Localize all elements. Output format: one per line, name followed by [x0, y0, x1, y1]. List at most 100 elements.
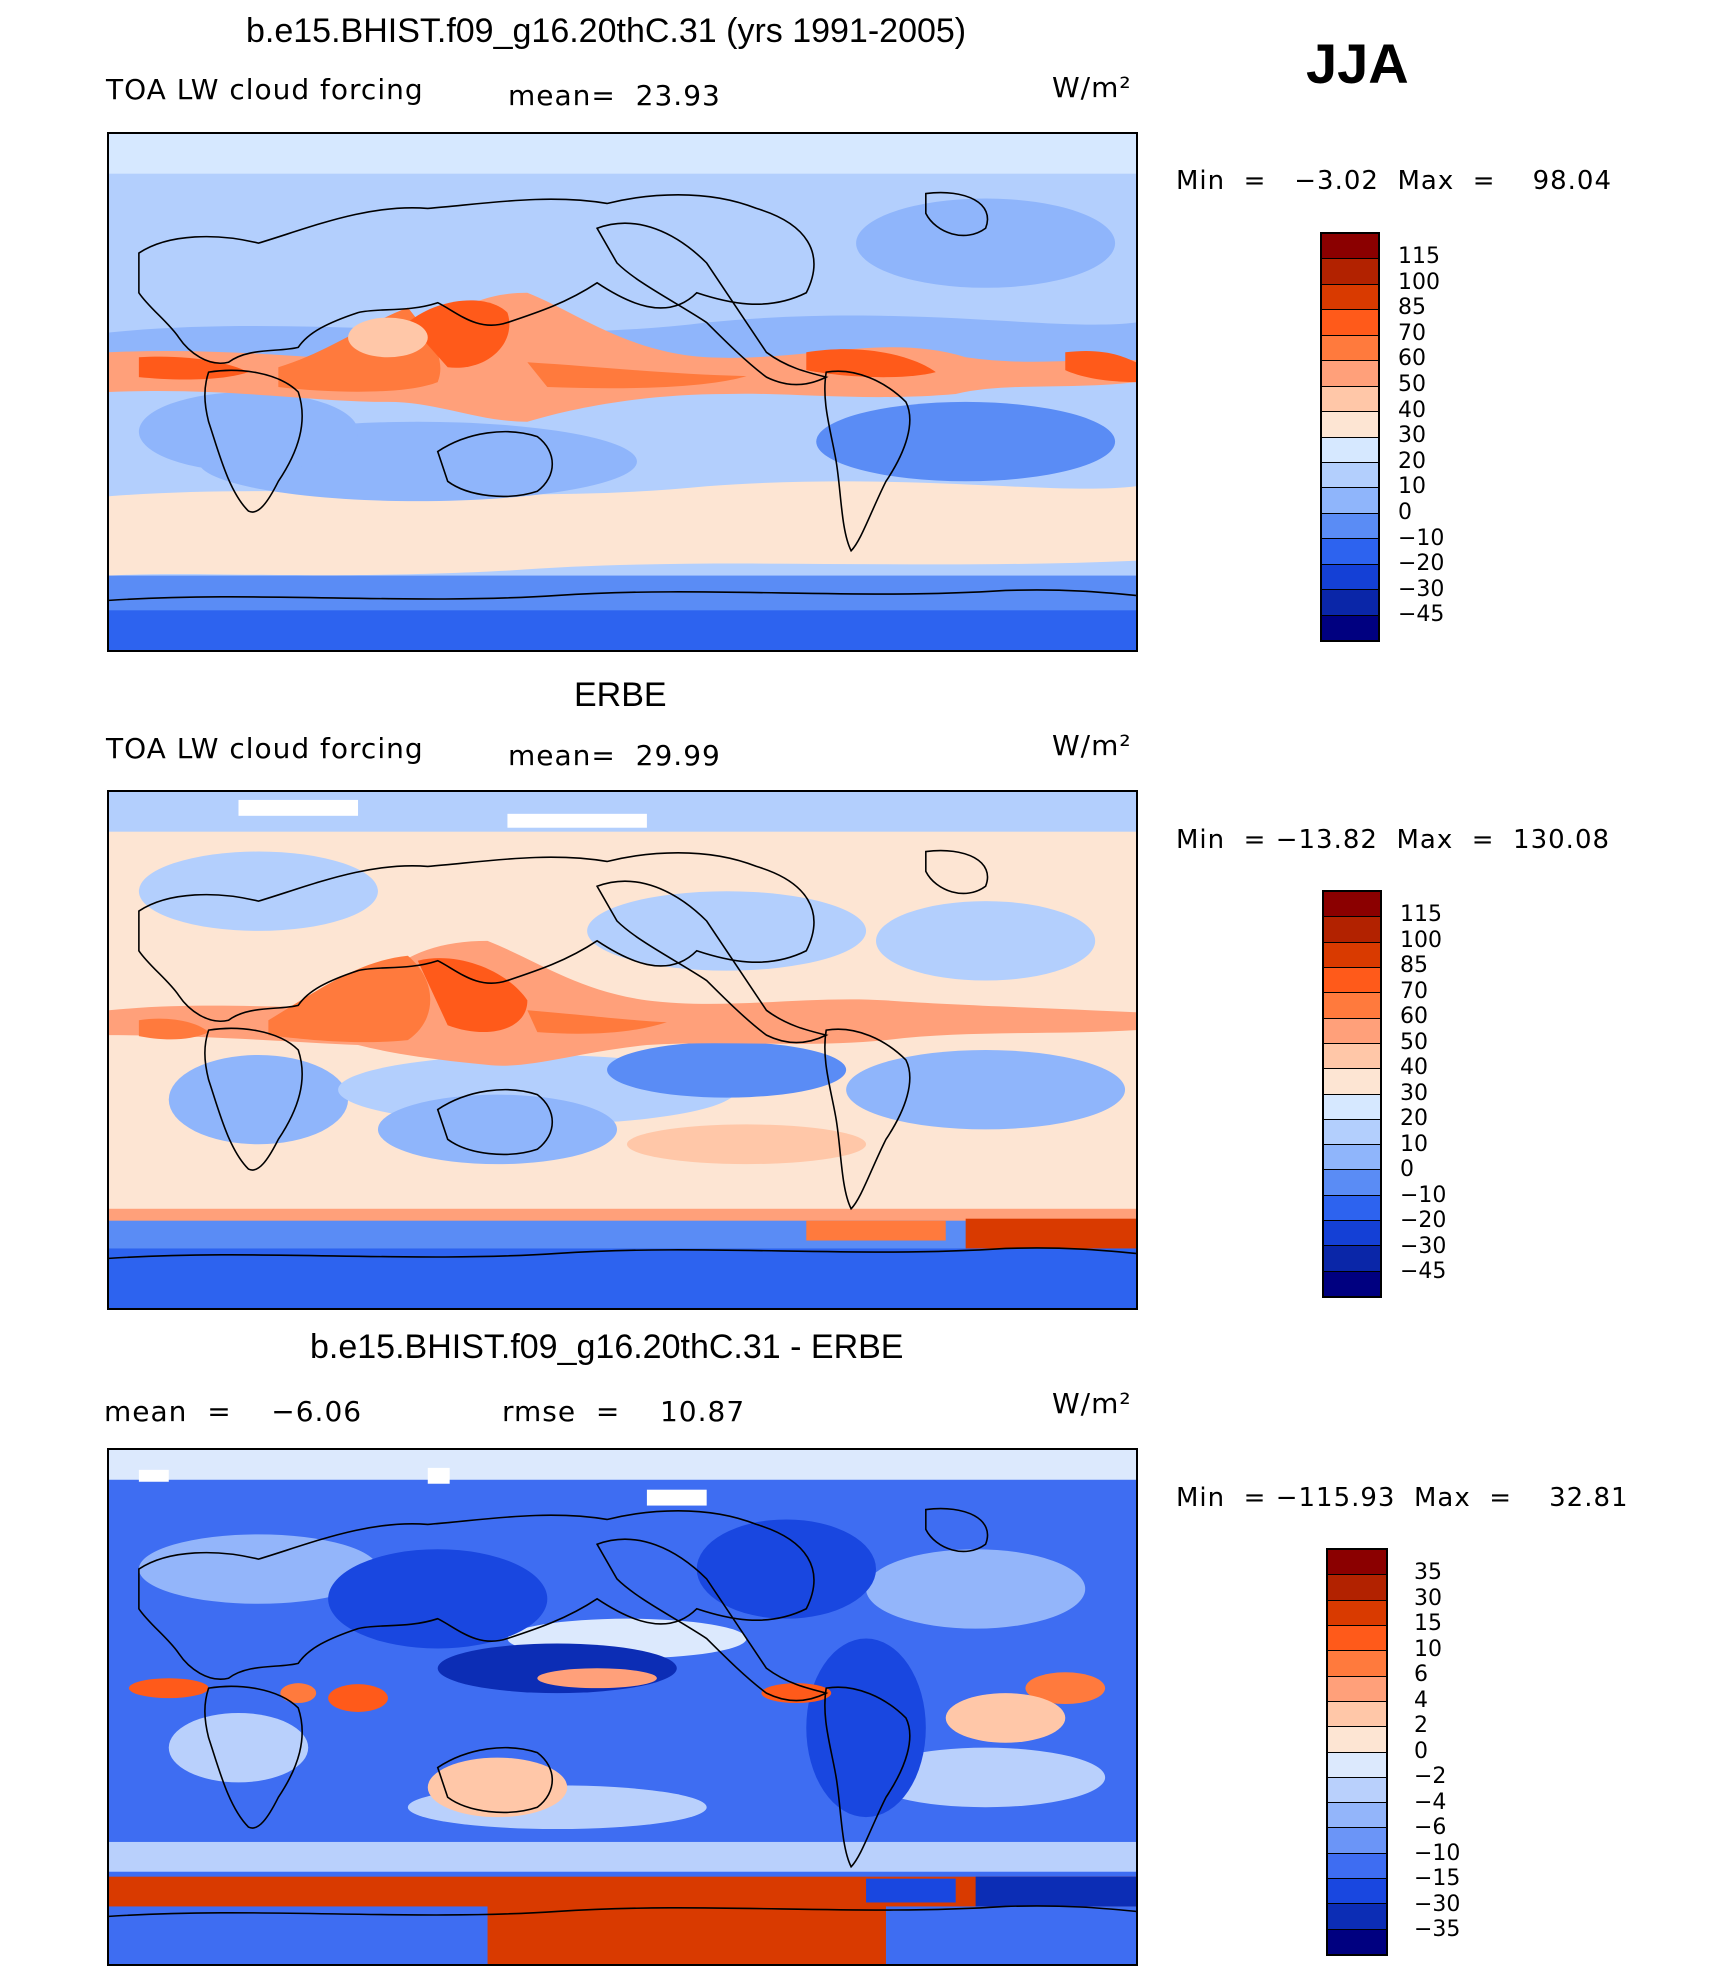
colorbar-swatch: [1324, 1271, 1380, 1296]
colorbar-tick-label: 70: [1400, 978, 1428, 1004]
colorbar-swatch: [1324, 892, 1380, 918]
colorbar-swatch: [1322, 284, 1378, 311]
colorbar-swatch: [1328, 1651, 1386, 1677]
panel2-map: [107, 790, 1138, 1310]
colorbar-tick-label: 0: [1414, 1738, 1428, 1764]
colorbar-tick-label: −20: [1400, 1208, 1447, 1233]
colorbar-tick-label: 40: [1400, 1055, 1428, 1080]
colorbar-tick-label: 30: [1400, 1080, 1428, 1106]
panel3-minmax: Min = −115.93 Max = 32.81: [1176, 1483, 1629, 1513]
colorbar-swatch: [1328, 1803, 1386, 1829]
colorbar-swatch: [1324, 1246, 1380, 1272]
colorbar-swatch: [1322, 412, 1378, 438]
colorbar-tick-label: −4: [1414, 1789, 1447, 1815]
colorbar-swatch: [1324, 1221, 1380, 1247]
colorbar-tick-label: 100: [1398, 269, 1440, 295]
colorbar-tick-label: 85: [1400, 953, 1428, 978]
colorbar-swatch: [1328, 1853, 1386, 1880]
panel2-units: W/m²: [1052, 729, 1132, 762]
colorbar-swatch: [1322, 437, 1378, 463]
colorbar-tick-label: 40: [1398, 397, 1426, 423]
colorbar-swatch: [1324, 1069, 1380, 1095]
colorbar-swatch: [1324, 967, 1380, 994]
colorbar-tick-label: −2: [1414, 1764, 1447, 1789]
colorbar-tick-label: −10: [1400, 1182, 1447, 1208]
colorbar-swatch: [1324, 1119, 1380, 1146]
colorbar-tick-label: 10: [1400, 1131, 1428, 1157]
colorbar-tick-label: 20: [1398, 448, 1426, 474]
colorbar-swatch: [1324, 1094, 1380, 1120]
colorbar-swatch: [1328, 1904, 1386, 1930]
colorbar-swatch: [1322, 488, 1378, 514]
colorbar-swatch: [1322, 513, 1378, 540]
colorbar-swatch: [1328, 1676, 1386, 1702]
panel3-rmse-label: rmse = 10.87: [502, 1395, 746, 1428]
colorbar-swatch: [1324, 1195, 1380, 1222]
colorbar-tick-label: −30: [1414, 1891, 1461, 1917]
colorbar-tick-label: 35: [1414, 1560, 1442, 1585]
colorbar-swatch: [1322, 259, 1378, 285]
colorbar-swatch: [1328, 1727, 1386, 1753]
colorbar-swatch: [1328, 1625, 1386, 1652]
colorbar-swatch: [1328, 1701, 1386, 1728]
panel2-mean-label: mean= 29.99: [508, 739, 721, 772]
panel2-colorbar: [1322, 890, 1382, 1298]
colorbar-tick-label: −6: [1414, 1815, 1447, 1840]
colorbar-tick-label: 115: [1400, 902, 1442, 927]
colorbar-swatch: [1324, 1018, 1380, 1044]
panel1-variable-label: TOA LW cloud forcing: [106, 73, 424, 106]
panel1-mean-label: mean= 23.93: [508, 79, 721, 112]
colorbar-tick-label: −30: [1400, 1233, 1447, 1259]
colorbar-swatch: [1322, 564, 1378, 591]
panel1-minmax: Min = −3.02 Max = 98.04: [1176, 166, 1613, 196]
colorbar-tick-label: 100: [1400, 927, 1442, 953]
panel2-title: ERBE: [574, 676, 667, 714]
colorbar-swatch: [1322, 310, 1378, 336]
colorbar-swatch: [1328, 1600, 1386, 1626]
colorbar-swatch: [1324, 942, 1380, 968]
panel3-map: [107, 1448, 1138, 1966]
colorbar-tick-label: 85: [1398, 295, 1426, 321]
colorbar-swatch: [1322, 361, 1378, 387]
colorbar-tick-label: 60: [1400, 1004, 1428, 1029]
colorbar-tick-label: 2: [1414, 1713, 1428, 1738]
colorbar-swatch: [1324, 1170, 1380, 1196]
colorbar-tick-label: 15: [1414, 1611, 1442, 1636]
panel1-colorbar: [1320, 232, 1380, 642]
panel1-units: W/m²: [1052, 71, 1132, 104]
panel1-title: b.e15.BHIST.f09_g16.20thC.31 (yrs 1991-2…: [246, 12, 967, 50]
colorbar-swatch: [1322, 335, 1378, 362]
panel3-colorbar: [1326, 1548, 1388, 1956]
colorbar-tick-label: 0: [1398, 500, 1412, 525]
colorbar-tick-label: −45: [1398, 602, 1445, 628]
colorbar-tick-label: −20: [1398, 551, 1445, 577]
panel1-map: [107, 132, 1138, 652]
colorbar-tick-label: 10: [1414, 1636, 1442, 1662]
colorbar-swatch: [1322, 615, 1378, 640]
colorbar-tick-label: −45: [1400, 1259, 1447, 1284]
colorbar-swatch: [1328, 1929, 1386, 1954]
colorbar-swatch: [1328, 1828, 1386, 1854]
colorbar-tick-label: −10: [1414, 1840, 1461, 1866]
panel3-mean-label: mean = −6.06: [104, 1395, 363, 1428]
colorbar-swatch: [1328, 1752, 1386, 1778]
colorbar-swatch: [1322, 539, 1378, 565]
panel3-units: W/m²: [1052, 1387, 1132, 1420]
colorbar-tick-label: 30: [1414, 1585, 1442, 1611]
colorbar-swatch: [1328, 1777, 1386, 1804]
panel2-variable-label: TOA LW cloud forcing: [106, 732, 424, 765]
colorbar-tick-label: 4: [1414, 1687, 1428, 1713]
colorbar-tick-label: 6: [1414, 1662, 1428, 1687]
colorbar-swatch: [1322, 462, 1378, 489]
colorbar-tick-label: 50: [1400, 1029, 1428, 1055]
colorbar-swatch: [1324, 917, 1380, 943]
colorbar-swatch: [1324, 1043, 1380, 1070]
colorbar-tick-label: 20: [1400, 1106, 1428, 1131]
panel2-minmax: Min = −13.82 Max = 130.08: [1176, 825, 1611, 855]
colorbar-swatch: [1328, 1575, 1386, 1601]
panel3-title: b.e15.BHIST.f09_g16.20thC.31 - ERBE: [310, 1328, 904, 1366]
colorbar-tick-label: 70: [1398, 320, 1426, 346]
colorbar-swatch: [1322, 234, 1378, 260]
colorbar-swatch: [1324, 1145, 1380, 1171]
season-label: JJA: [1306, 32, 1409, 95]
